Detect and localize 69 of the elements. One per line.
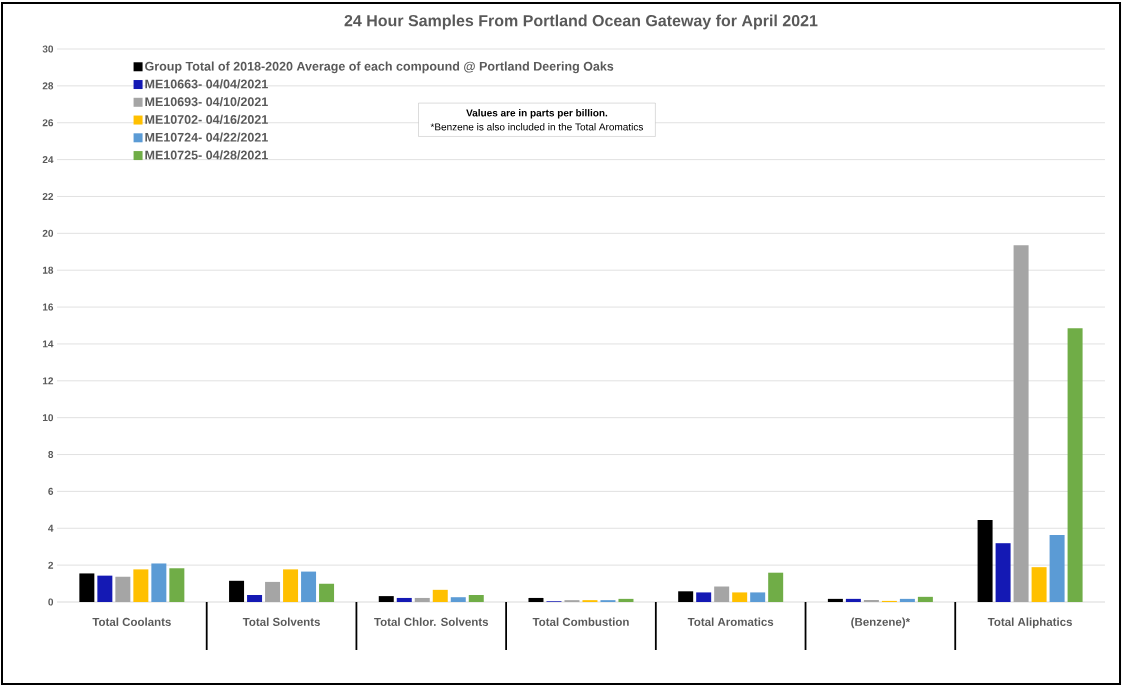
legend-label: ME10663- 04/04/2021 bbox=[145, 79, 268, 89]
bar bbox=[301, 571, 317, 602]
bar bbox=[265, 581, 281, 602]
x-tick-label: Total Chlor. Solvents bbox=[374, 617, 489, 626]
y-tick-label: 30 bbox=[42, 45, 54, 53]
y-tick-label: 14 bbox=[42, 340, 54, 348]
bar bbox=[732, 592, 748, 602]
bar bbox=[283, 569, 299, 602]
y-tick-label: 4 bbox=[48, 524, 54, 532]
bar bbox=[378, 596, 394, 602]
legend-label: Group Total of 2018-2020 Average of each compound @ Portland Deering Oaks bbox=[145, 61, 614, 74]
annotation: Values are in parts per billion. bbox=[466, 109, 608, 119]
bar bbox=[714, 586, 730, 602]
x-tick-label: Total Aromatics bbox=[687, 617, 774, 626]
bar bbox=[618, 598, 634, 602]
bar bbox=[696, 592, 712, 602]
y-tick-label: 28 bbox=[42, 82, 54, 90]
x-tick-label: Total Aliphatics bbox=[987, 617, 1072, 629]
x-tick-label: Total Coolants bbox=[92, 617, 171, 626]
bar bbox=[528, 597, 544, 602]
bar bbox=[319, 583, 335, 602]
bar bbox=[79, 573, 95, 602]
y-tick-label: 0 bbox=[48, 598, 54, 606]
bar bbox=[396, 597, 412, 602]
bar bbox=[678, 591, 694, 602]
chart-title: 24 Hour Samples From Portland Ocean Gateway for April 2021 bbox=[344, 14, 818, 30]
bar bbox=[845, 598, 861, 602]
bar bbox=[917, 596, 933, 602]
y-tick-label: 18 bbox=[42, 266, 54, 274]
y-tick-label: 8 bbox=[48, 451, 54, 459]
bar bbox=[827, 598, 843, 602]
bar bbox=[750, 592, 766, 602]
bar bbox=[1049, 535, 1065, 602]
bar bbox=[432, 589, 448, 602]
bar bbox=[863, 599, 879, 602]
y-tick-label: 10 bbox=[42, 414, 54, 422]
x-tick-label: (Benzene)* bbox=[851, 617, 911, 629]
y-tick-label: 26 bbox=[42, 119, 54, 127]
bar bbox=[133, 569, 149, 602]
bar bbox=[450, 597, 466, 602]
bar bbox=[1067, 328, 1083, 602]
bar bbox=[115, 576, 131, 602]
bar bbox=[768, 572, 784, 602]
bar bbox=[1031, 567, 1047, 602]
x-tick-label: Total Solvents bbox=[242, 617, 320, 626]
y-tick-label: 12 bbox=[42, 377, 54, 385]
x-tick-label: Total Combustion bbox=[532, 617, 629, 626]
bar bbox=[977, 519, 993, 602]
legend-label: ME10724- 04/22/2021 bbox=[145, 132, 268, 142]
bar bbox=[414, 597, 430, 602]
bar bbox=[247, 595, 263, 602]
legend-label: ME10693- 04/10/2021 bbox=[145, 97, 268, 107]
bar bbox=[995, 543, 1011, 602]
annotation: *Benzene is also included in the Total Aromatics bbox=[430, 123, 643, 131]
y-tick-label: 20 bbox=[42, 229, 54, 237]
y-tick-label: 24 bbox=[42, 156, 54, 164]
bar bbox=[97, 575, 113, 602]
legend-label: ME10725- 04/28/2021 bbox=[145, 150, 268, 160]
bar bbox=[899, 598, 915, 602]
bar bbox=[1013, 245, 1029, 602]
bar bbox=[468, 595, 484, 602]
bar bbox=[151, 563, 167, 602]
y-tick-label: 16 bbox=[42, 303, 54, 311]
y-tick-label: 6 bbox=[48, 487, 54, 495]
bar bbox=[229, 580, 245, 602]
y-tick-label: 22 bbox=[42, 192, 54, 200]
legend-label: ME10702- 04/16/2021 bbox=[145, 114, 268, 125]
y-tick-label: 2 bbox=[48, 561, 54, 569]
bar bbox=[169, 568, 185, 602]
